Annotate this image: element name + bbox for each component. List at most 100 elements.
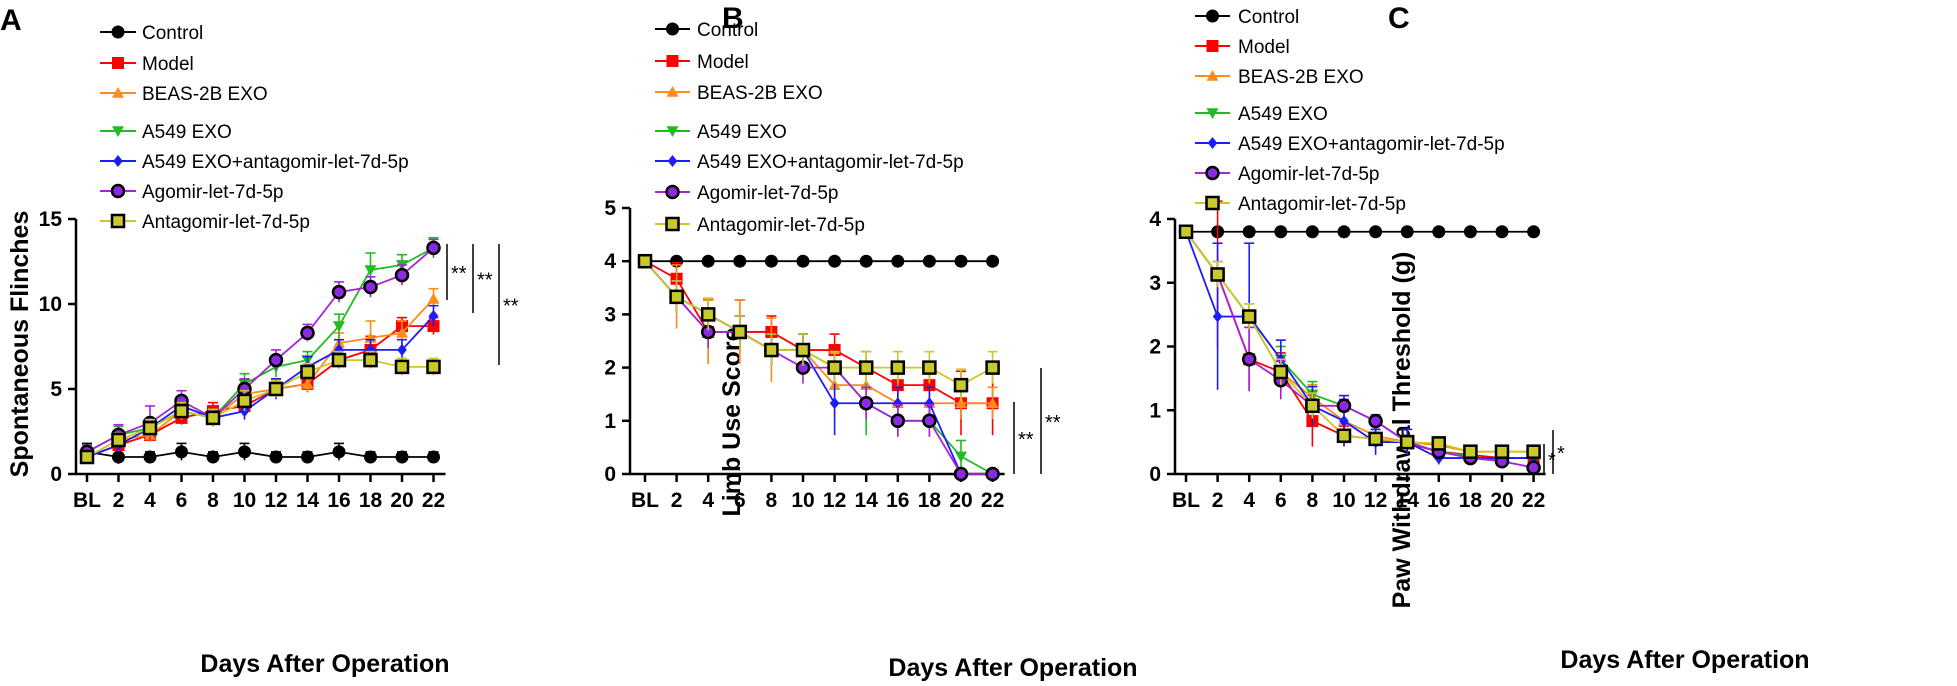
panel-c-x-tick-label: 10	[1332, 489, 1355, 512]
panel-b-x-tick-label: 8	[766, 489, 778, 512]
panel-a-data-point	[301, 450, 314, 464]
panel-a-data-point	[331, 284, 347, 300]
panel-c-x-tick-label: 4	[1243, 489, 1255, 512]
panel-a-data-point	[395, 450, 409, 464]
panel-b-data-point	[764, 254, 778, 268]
panel-a-legend-marker	[112, 126, 124, 137]
panel-c-legend-marker	[1206, 9, 1219, 23]
panel-c-data-point	[1336, 428, 1352, 443]
panel-c-data-point	[1210, 267, 1225, 282]
panel-b-x-tick-label: 22	[981, 489, 1004, 512]
panel-b-data-point	[923, 379, 936, 392]
panel-a-data-point	[206, 450, 220, 464]
panel-b-data-point	[858, 395, 874, 411]
panel-a-x-tick-label: 8	[207, 489, 219, 512]
panel-c-series-2	[1180, 225, 1540, 459]
panel-c-data-point	[1305, 398, 1320, 414]
panel-a-y-axis-title: Spontaneous Flinches	[6, 211, 34, 478]
panel-a-series-line	[86, 450, 434, 458]
panel-b-legend-marker	[666, 22, 679, 36]
panel-b-data-point	[890, 413, 906, 429]
panel-a-data-point	[205, 410, 221, 426]
panel-c-legend-marker	[1206, 40, 1219, 52]
panel-c-y-tick-label: 1	[1149, 399, 1161, 422]
panel-c-series-line	[1185, 231, 1534, 453]
panel-c-significance-label: *	[1557, 443, 1565, 465]
panel-c-significance-label: *	[1548, 450, 1556, 472]
panel-a-data-point	[238, 445, 251, 459]
panel-c-legend-label: Agomir-let-7d-5p	[1238, 164, 1380, 185]
panel-b-y-tick-label: 1	[604, 410, 616, 433]
panel-c-legend-marker	[1207, 137, 1218, 149]
panel-b-series-line	[644, 260, 993, 405]
panel-c-series-line	[1185, 231, 1534, 459]
panel-a-data-point	[333, 321, 345, 333]
panel-a-data-point	[301, 377, 314, 389]
panel-a-legend-label: BEAS-2B EXO	[142, 84, 268, 105]
panel-b-x-tick-label: BL	[631, 489, 659, 512]
panel-a-legend-label: Model	[142, 54, 194, 75]
panel-b-y-tick-label: 0	[604, 463, 616, 486]
panel-b-legend-label: Control	[697, 20, 758, 41]
panel-c-legend-marker	[1205, 165, 1220, 181]
panel-c-x-tick-label: 20	[1490, 489, 1513, 512]
panel-a-data-point	[363, 279, 378, 295]
panel-a-data-point	[332, 445, 346, 459]
panel-c-legend-marker	[1206, 70, 1219, 81]
panel-b-legend-marker	[666, 55, 679, 67]
panel-b-x-tick-label: 12	[823, 489, 846, 512]
panel-a-x-tick-label: 14	[296, 489, 320, 512]
panel-b-data-point	[700, 307, 716, 322]
panel-c-series-0	[1179, 225, 1541, 239]
panel-a-data-point	[396, 326, 408, 338]
panel-b-y-axis-title: Limb Use Score	[718, 327, 746, 516]
panel-a-series-line	[86, 298, 435, 458]
panel-b-data-point	[986, 397, 999, 409]
panel-b-data-point	[733, 254, 747, 268]
panel-a-legend-label: Agomir-let-7d-5p	[142, 182, 284, 203]
panel-a-legend-label: Control	[142, 23, 203, 44]
panel-b-data-point	[985, 466, 1000, 482]
panel-b-series-line	[644, 260, 993, 475]
panel-a-series-3	[81, 236, 440, 459]
panel-a-series-0	[80, 442, 440, 464]
panel-b-x-tick-label: 4	[702, 489, 714, 512]
panel-b-series-1	[639, 255, 999, 436]
panel-b-series-2	[639, 255, 999, 436]
panel-a-data-point	[237, 393, 252, 409]
panel-b-data-point	[955, 397, 967, 409]
panel-a-data-point	[111, 432, 126, 448]
panel-b-series-line	[644, 260, 993, 405]
panel-b-y-tick-label: 5	[604, 197, 616, 220]
panel-a-data-point	[394, 359, 410, 375]
panel-c-legend-marker	[1205, 195, 1220, 211]
panel-b-data-point	[858, 360, 874, 375]
panel-b-data-point	[953, 466, 969, 482]
panel-b-x-tick-label: 6	[734, 489, 746, 512]
panel-a-legend-marker	[113, 155, 123, 167]
panel-a-data-point	[426, 240, 441, 256]
panel-b-data-point	[795, 342, 811, 358]
panel-c-data-point	[1494, 444, 1510, 459]
panel-a-x-tick-label: 10	[233, 489, 256, 512]
panel-a-letter: A	[0, 4, 22, 37]
panel-c-legend-label: A549 EXO	[1238, 104, 1328, 125]
panel-a-legend-marker	[112, 57, 124, 69]
panel-b-x-tick-label: 16	[886, 489, 909, 512]
panel-b-x-tick-label: 10	[791, 489, 814, 512]
panel-c-legend-label: Control	[1238, 7, 1299, 28]
panel-c-data-point	[1212, 310, 1223, 323]
panel-c-x-tick-label: 18	[1459, 489, 1483, 512]
panel-b-y-tick-label: 2	[604, 357, 616, 380]
panel-c-x-tick-label: 2	[1212, 489, 1224, 512]
panel-b-data-point	[669, 289, 684, 305]
panel-b-legend-marker	[666, 126, 679, 137]
panel-b-data-point	[986, 254, 1000, 268]
panel-c-letter: C	[1388, 2, 1410, 35]
panel-c-data-point	[1400, 225, 1414, 239]
panel-c-legend-label: Antagomir-let-7d-5p	[1238, 194, 1406, 215]
panel-b-data-point	[829, 397, 840, 410]
panel-b-data-point	[922, 360, 937, 375]
